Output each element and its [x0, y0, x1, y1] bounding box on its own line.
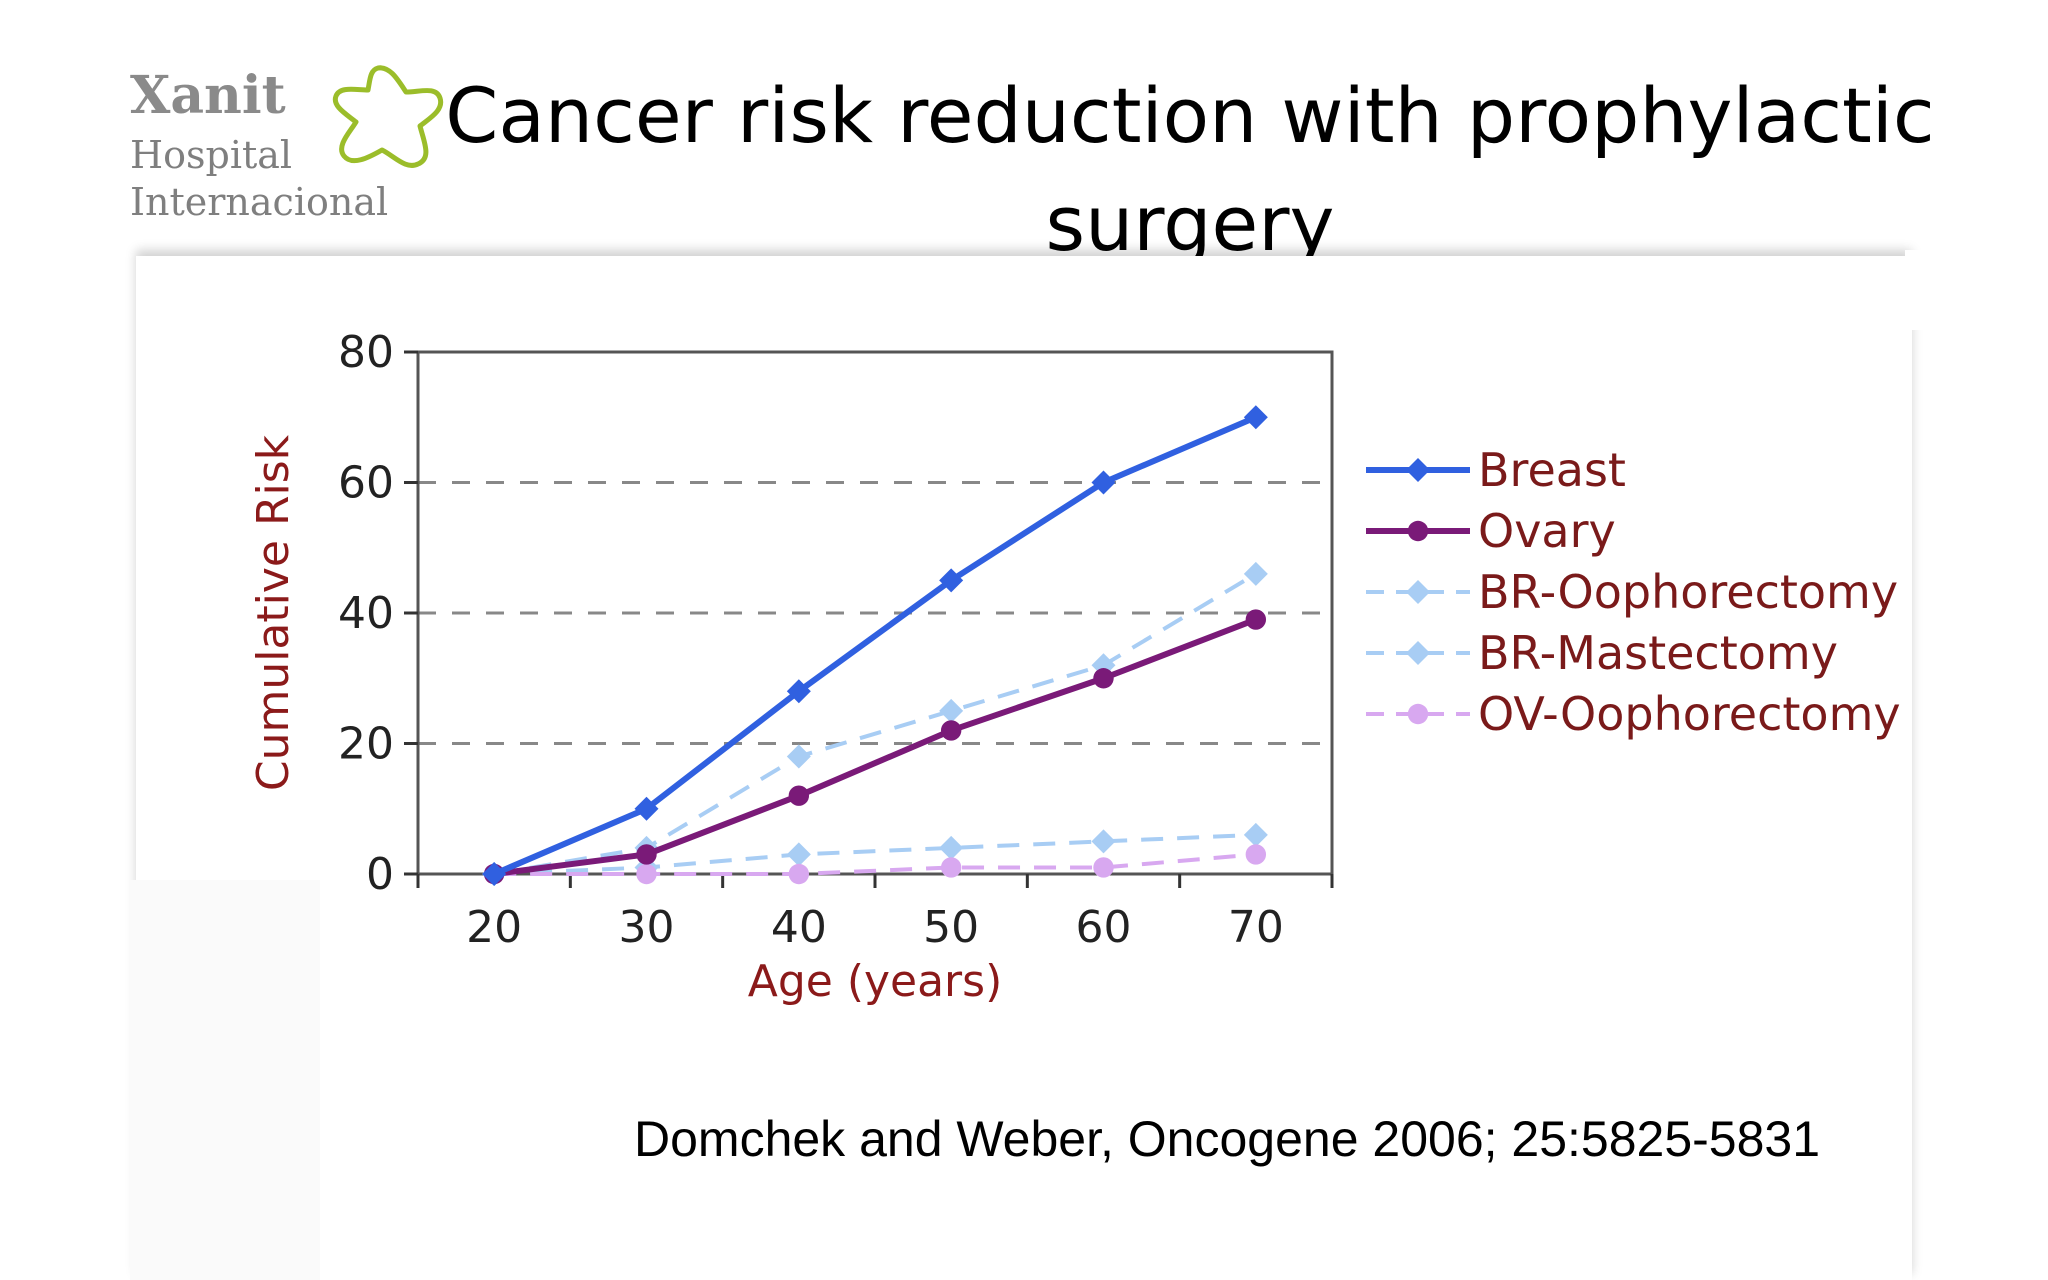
point-breast-70	[1243, 405, 1268, 430]
point-ovary-40	[788, 785, 810, 806]
panel-shadow-area	[130, 880, 320, 1280]
legend-item-br-mastectomy: BR-Mastectomy	[1366, 626, 1838, 680]
series-line-br-oophorectomy	[493, 572, 1257, 876]
point-br-mastectomy-50	[939, 835, 964, 860]
y-tick-label-60: 60	[338, 458, 394, 509]
x-tick-label-60: 60	[1076, 902, 1132, 953]
point-ov-oophorectomy-40	[788, 863, 810, 885]
panel-edge-mask	[1905, 250, 2048, 330]
legend-label-ovary: Ovary	[1478, 504, 1616, 558]
legend-label-br-mastectomy: BR-Mastectomy	[1478, 626, 1838, 680]
slide-title: Cancer risk reduction with prophylactic …	[445, 71, 1935, 268]
series-breast	[482, 405, 1268, 886]
point-ovary-60	[1093, 668, 1114, 689]
x-tick-label-50: 50	[923, 902, 979, 953]
x-axis-title: Age (years)	[748, 956, 1003, 1007]
legend-marker-breast	[1406, 458, 1430, 482]
y-tick-label-40: 40	[338, 588, 394, 639]
point-ovary-50	[940, 720, 962, 741]
x-tick-label-20: 20	[466, 902, 522, 953]
logo-text-hospital: Hospital	[130, 133, 293, 177]
point-ov-oophorectomy-30	[636, 863, 657, 885]
point-breast-60	[1091, 470, 1116, 495]
x-tick-label-40: 40	[771, 902, 827, 953]
point-br-oophorectomy-50	[939, 698, 964, 723]
series-ovary	[483, 609, 1267, 885]
point-ovary-70	[1245, 609, 1267, 630]
point-ov-oophorectomy-50	[940, 857, 962, 878]
point-br-mastectomy-40	[786, 842, 811, 867]
legend-item-br-oophorectomy: BR-Oophorectomy	[1366, 565, 1898, 619]
point-br-oophorectomy-40	[786, 744, 811, 769]
y-tick-label-80: 80	[338, 327, 394, 378]
y-tick-label-0: 0	[366, 849, 394, 900]
star-logo-icon	[332, 65, 444, 168]
legend-label-br-oophorectomy: BR-Oophorectomy	[1478, 565, 1898, 619]
legend-marker-ovary	[1407, 520, 1429, 542]
point-ov-oophorectomy-60	[1093, 857, 1114, 878]
legend-label-ov-oophorectomy: OV-Oophorectomy	[1478, 687, 1901, 741]
y-axis-title: Cumulative Risk	[248, 434, 299, 791]
series-br-oophorectomy	[482, 561, 1268, 886]
citation: Domchek and Weber, Oncogene 2006; 25:582…	[634, 1111, 1821, 1167]
point-br-mastectomy-70	[1243, 822, 1268, 847]
series-line-br-mastectomy	[494, 832, 1256, 876]
point-breast-30	[634, 796, 659, 821]
point-breast-50	[939, 568, 964, 593]
legend-label-breast: Breast	[1478, 443, 1626, 497]
series-line-ovary	[493, 616, 1257, 877]
series-line-breast	[492, 414, 1258, 877]
point-ovary-30	[636, 844, 657, 865]
point-breast-40	[786, 679, 811, 704]
logo-text-xanit: Xanit	[130, 65, 286, 126]
legend-marker-br-mastectomy	[1406, 641, 1430, 665]
x-tick-label-30: 30	[619, 902, 675, 953]
legend-marker-ov-oophorectomy	[1407, 703, 1429, 725]
logo-text-internacional: Internacional	[130, 180, 389, 224]
series-line-ov-oophorectomy	[494, 852, 1257, 876]
point-ov-oophorectomy-70	[1245, 844, 1267, 865]
x-tick-label-70: 70	[1228, 902, 1284, 953]
point-breast-20	[482, 862, 507, 886]
y-tick-label-20: 20	[338, 719, 394, 770]
legend-marker-br-oophorectomy	[1406, 580, 1430, 604]
hospital-logo: Xanit Hospital Internacional	[130, 58, 444, 238]
legend-item-ovary: Ovary	[1366, 504, 1616, 558]
legend-item-ov-oophorectomy: OV-Oophorectomy	[1366, 687, 1901, 741]
legend-item-breast: Breast	[1366, 443, 1626, 497]
point-br-oophorectomy-70	[1243, 561, 1268, 586]
point-br-mastectomy-60	[1091, 829, 1116, 854]
figure-panel	[136, 256, 1912, 1280]
